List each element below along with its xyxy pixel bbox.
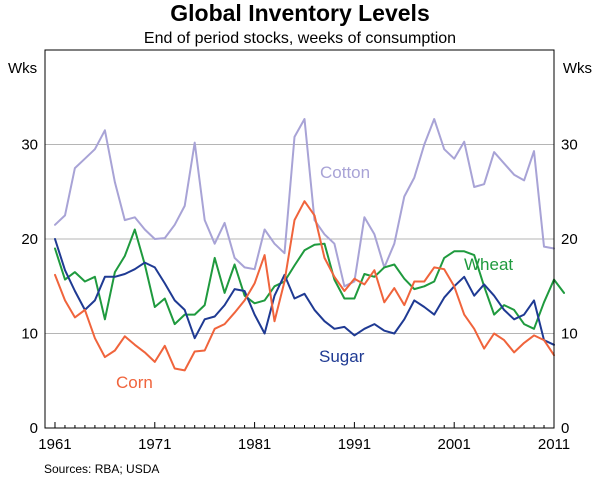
series-line-wheat bbox=[54, 228, 565, 330]
y-tick-left-10: 10 bbox=[21, 326, 38, 343]
y-axis-label-right: Wks bbox=[563, 60, 592, 77]
y-axis-label-left: Wks bbox=[8, 60, 37, 77]
x-tick-1971: 1971 bbox=[138, 436, 171, 453]
series-lines bbox=[54, 118, 565, 372]
x-tick-labels: 1961 1971 1981 1991 2001 2011 bbox=[38, 422, 570, 453]
chart-subtitle: End of period stocks, weeks of consumpti… bbox=[144, 30, 456, 47]
series-label-cotton: Cotton bbox=[320, 163, 370, 182]
x-tick-2001: 2001 bbox=[438, 436, 471, 453]
series-label-corn: Corn bbox=[116, 373, 153, 392]
series-label-wheat: Wheat bbox=[464, 255, 513, 274]
series-labels: Cotton Wheat Sugar Corn bbox=[116, 163, 513, 392]
gridlines bbox=[45, 144, 554, 334]
y-tick-right-0: 0 bbox=[561, 420, 569, 437]
y-tick-right-20: 20 bbox=[561, 231, 578, 248]
series-line-corn bbox=[54, 200, 555, 372]
x-tick-1981: 1981 bbox=[238, 436, 271, 453]
x-tick-1991: 1991 bbox=[338, 436, 371, 453]
x-tick-2011: 2011 bbox=[538, 436, 570, 453]
plot-frame bbox=[44, 49, 555, 429]
x-tick-1961: 1961 bbox=[38, 436, 71, 453]
source-note: Sources: RBA; USDA bbox=[44, 462, 159, 476]
y-tick-right-10: 10 bbox=[561, 326, 578, 343]
y-tick-left-20: 20 bbox=[21, 231, 38, 248]
series-label-sugar: Sugar bbox=[319, 347, 365, 366]
y-tick-right-30: 30 bbox=[561, 137, 578, 154]
y-tick-left-30: 30 bbox=[21, 137, 38, 154]
chart-title: Global Inventory Levels bbox=[170, 0, 429, 26]
series-line-cotton bbox=[54, 118, 555, 288]
y-tick-labels: 0 0 10 10 20 20 30 30 bbox=[21, 137, 577, 438]
y-tick-left-0: 0 bbox=[30, 420, 38, 437]
series-line-sugar bbox=[54, 238, 555, 346]
